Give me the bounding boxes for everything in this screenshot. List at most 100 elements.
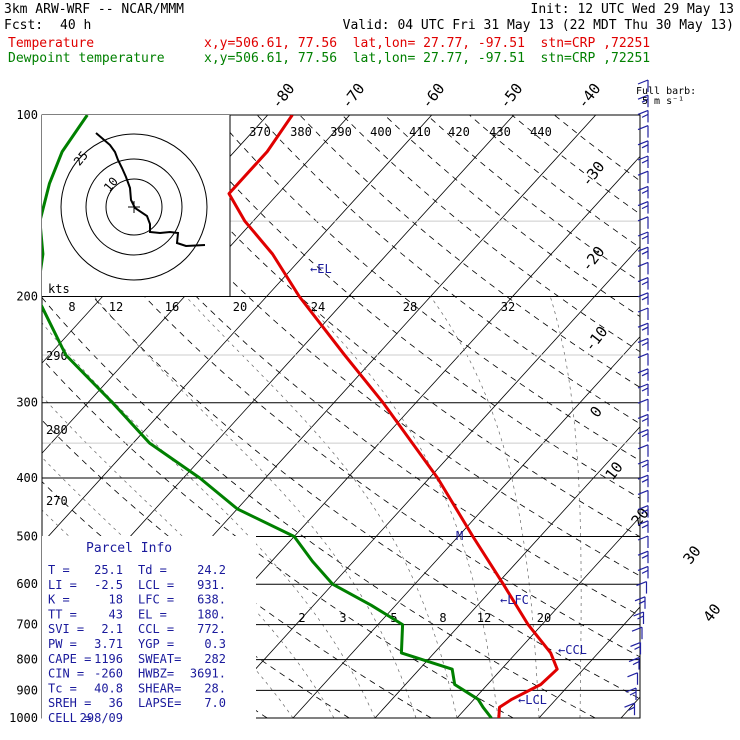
wind-barb-half-flag (641, 417, 649, 422)
plot-corner-mask (640, 536, 740, 718)
parcel-param-name: YGP = (138, 637, 174, 651)
dry-adiabat-label: 270 (46, 494, 68, 508)
lcl-marker: ←LCL (518, 693, 547, 707)
wind-barb (637, 170, 649, 184)
wind-barb (637, 383, 649, 396)
theta-label: 420 (448, 125, 470, 139)
mixing-ratio-label: 8 (439, 611, 446, 625)
wind-barb (637, 246, 649, 260)
isotherm-label: -10 (581, 323, 612, 355)
wind-barb-flag (637, 277, 649, 283)
upper-mixing-label: 28 (403, 300, 417, 314)
parcel-param-value: 931. (197, 578, 226, 592)
isotherm-label: 10 (601, 458, 626, 483)
isotherm-line (456, 516, 640, 718)
wind-barb-half-flag (641, 326, 649, 331)
barb-key-unit: 5 m s⁻¹ (642, 96, 684, 107)
parcel-param-value: 772. (197, 622, 226, 636)
parcel-param-name: CIN = (48, 667, 84, 681)
wind-barb (637, 474, 649, 488)
parcel-param-value: 3.71 (94, 637, 123, 651)
mixing-ratio-label: 2 (298, 611, 305, 625)
wind-barb-half-flag (641, 235, 649, 240)
wind-barb (637, 155, 649, 168)
wind-barb-flag (637, 216, 649, 222)
mixing-ratio-label: 20 (537, 611, 551, 625)
wind-barb-flag (637, 140, 649, 146)
wind-barb-flag (637, 429, 649, 435)
parcel-param-name: CCL = (138, 622, 174, 636)
model-title: 3km ARW-WRF -- NCAR/MMM (4, 2, 185, 17)
wind-barb-flag (637, 231, 649, 237)
parcel-param-value: -260 (94, 667, 123, 681)
wind-barb-flag (625, 687, 637, 693)
mixing-ratio-label: 12 (477, 611, 491, 625)
wind-barb (637, 140, 649, 153)
wind-barb-flag (637, 489, 649, 495)
wind-barb-half-flag (638, 600, 646, 605)
hodo-ring-outer (60, 133, 208, 281)
isotherm-label: -70 (338, 80, 369, 112)
parcel-param-value: 2.1 (101, 622, 123, 636)
parcel-param-value: 7.0 (204, 696, 226, 710)
parcel-param-value: 0.3 (204, 637, 226, 651)
isotherm-label: -30 (578, 158, 609, 190)
dry-adiabat-line (44, 115, 640, 617)
parcel-param-name: CAPE = (48, 652, 91, 666)
pressure-tick-label: 1000 (9, 711, 38, 725)
isotherm-label: -60 (418, 80, 449, 112)
wind-barb-half-flag (641, 524, 649, 529)
wind-barb (628, 657, 640, 670)
wind-barb (637, 109, 649, 123)
wind-barb (637, 337, 649, 351)
wind-barb-flag (636, 581, 647, 587)
wind-barb (637, 429, 649, 442)
theta-label: 390 (330, 125, 352, 139)
parcel-param-value: 24.2 (197, 563, 226, 577)
dry-adiabat-label: 290 (46, 349, 68, 363)
pressure-tick-label: 400 (16, 471, 38, 485)
wind-barb (624, 702, 636, 716)
dewpoint-legend: Dewpoint temperature (8, 51, 165, 66)
wind-barb (637, 368, 649, 381)
wind-barb-flag (637, 565, 649, 571)
el-marker: ←EL (310, 262, 332, 276)
mixing-ratio-label: 3 (339, 611, 346, 625)
parcel-info-title: Parcel Info (86, 541, 172, 556)
wind-barb-flag (633, 611, 644, 617)
plot-frame (41, 114, 641, 719)
wind-barb-flag (637, 307, 649, 313)
wind-barb-flag (637, 246, 649, 252)
wind-barb-flag (637, 550, 649, 556)
ccl-marker: ←CCL (558, 643, 587, 657)
theta-label: 410 (409, 125, 431, 139)
upper-mixing-label: 12 (109, 300, 123, 314)
parcel-param-value: 18 (109, 593, 123, 607)
wind-barb (637, 353, 649, 366)
parcel-param-name: K = (48, 593, 70, 607)
wind-barb-half-flag (641, 250, 649, 255)
wind-barb-flag (637, 368, 649, 374)
wind-barb-half-flag (641, 463, 649, 468)
wind-barb-flag (637, 520, 649, 526)
wind-barb (637, 94, 649, 108)
pressure-tick-label: 700 (16, 618, 38, 632)
parcel-param-value: 3691. (190, 667, 226, 681)
wind-barb (637, 185, 649, 199)
hodo-unit-label: kts (48, 282, 70, 296)
parcel-param-name: Td = (138, 563, 167, 577)
pressure-tick-label: 500 (16, 529, 38, 543)
isotherm-line (374, 426, 640, 718)
wind-barb (636, 581, 648, 594)
wind-barb (630, 641, 642, 655)
wind-barb (637, 79, 649, 92)
wind-barb (637, 489, 649, 503)
parcel-param-name: Tc = (48, 681, 77, 695)
wind-barb-flag (637, 383, 649, 389)
parcel-param-name: SHEAR= (138, 681, 181, 695)
wind-barb-flag (637, 79, 649, 85)
wind-barb-flag (627, 672, 638, 678)
hodo-ring-inner (105, 178, 163, 236)
wind-barb-flag (637, 155, 649, 161)
wind-barb-half-flag (641, 205, 649, 210)
